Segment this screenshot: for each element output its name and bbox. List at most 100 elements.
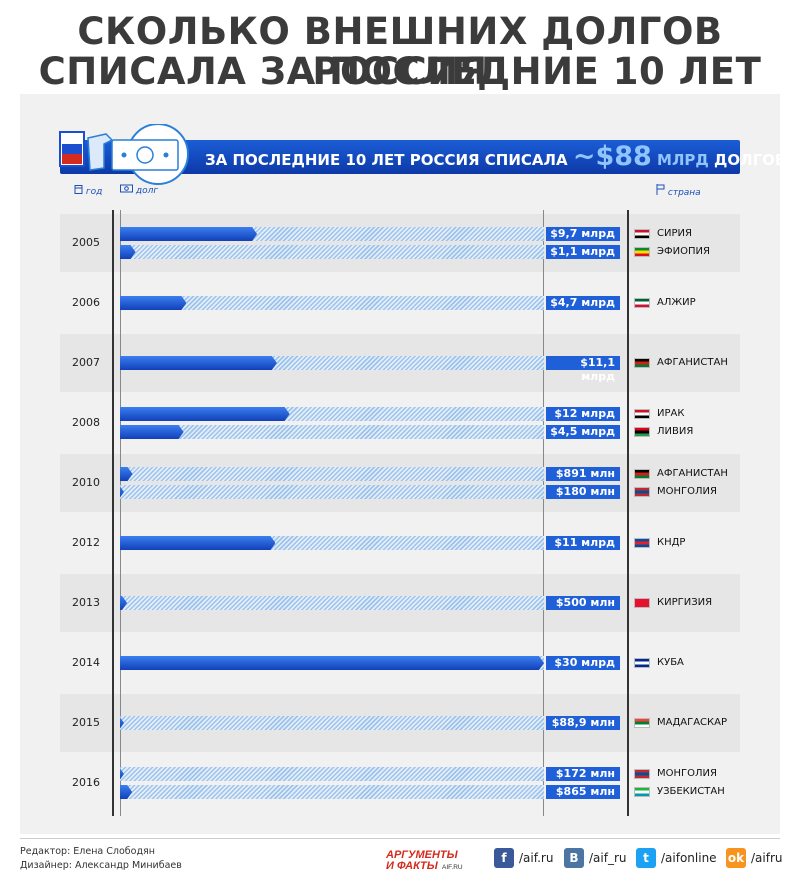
year-label: 2005	[72, 236, 100, 249]
value-label: $30 млрд	[546, 656, 620, 670]
country-label: АЛЖИР	[657, 297, 696, 308]
bar	[120, 596, 127, 610]
social-link-text: /aifonline	[661, 851, 717, 865]
social-link[interactable]: ok/aifru	[726, 848, 783, 868]
value-label: $865 млн	[546, 785, 620, 799]
year-label: 2007	[72, 356, 100, 369]
bar-track	[120, 245, 544, 259]
bar-track	[120, 767, 544, 781]
country-flag-icon	[634, 469, 650, 479]
editor-credit: Редактор: Елена Слободян	[20, 846, 155, 857]
social-link[interactable]: f/aif.ru	[494, 848, 553, 868]
country-flag-icon	[634, 298, 650, 308]
legend-year-label: год	[85, 187, 103, 197]
vk-icon: В	[564, 848, 584, 868]
country-label: ЭФИОПИЯ	[657, 246, 710, 257]
banknote-icon	[120, 184, 133, 193]
value-label: $1,1 млрд	[546, 245, 620, 259]
bar	[120, 407, 290, 421]
flag-money-icon	[59, 124, 189, 185]
bar-track	[120, 296, 544, 310]
twitter-icon: t	[636, 848, 656, 868]
value-label: $88,9 млн	[546, 716, 620, 730]
country-label: АФГАНИСТАН	[657, 468, 728, 479]
banner-text: ЗА ПОСЛЕДНИЕ 10 ЛЕТ РОССИЯ СПИСАЛА ~$88 …	[205, 140, 786, 174]
country-label: КНДР	[657, 537, 686, 548]
country-label: АФГАНИСТАН	[657, 357, 728, 368]
page-title-line2: СПИСАЛА ЗА ПОСЛЕДНИЕ 10 ЛЕТ	[38, 50, 762, 93]
axis-line-2	[543, 210, 544, 816]
legend-debt: долг	[120, 184, 158, 196]
year-label: 2008	[72, 416, 100, 429]
year-label: 2013	[72, 596, 100, 609]
page-title-line1: СКОЛЬКО ВНЕШНИХ ДОЛГОВ РОССИЯ	[77, 10, 723, 93]
value-label: $891 млн	[546, 467, 620, 481]
year-label: 2012	[72, 536, 100, 549]
aif-logo-line1: АРГУМЕНТЫ	[385, 849, 459, 861]
footer-divider	[20, 838, 780, 839]
country-flag-icon	[634, 487, 650, 497]
country-flag-icon	[634, 718, 650, 728]
country-label: СИРИЯ	[657, 228, 692, 239]
legend-debt-label: долг	[135, 186, 159, 196]
country-flag-icon	[634, 409, 650, 419]
banner-amount: ~$88	[572, 141, 652, 172]
bar	[120, 227, 257, 241]
calendar-icon	[74, 185, 83, 194]
country-label: ИРАК	[657, 408, 685, 419]
bar	[120, 245, 136, 259]
country-flag-icon	[634, 769, 650, 779]
year-label: 2006	[72, 296, 100, 309]
social-link-text: /aif_ru	[589, 851, 627, 865]
country-label: МОНГОЛИЯ	[657, 768, 717, 779]
bar	[120, 425, 184, 439]
year-label: 2016	[72, 776, 100, 789]
bar	[120, 767, 124, 781]
aif-logo[interactable]: АРГУМЕНТЫ И ФАКТЫ AIF.RU	[384, 848, 480, 874]
bar	[120, 656, 544, 670]
value-label: $180 млн	[546, 485, 620, 499]
country-flag-icon	[634, 229, 650, 239]
bar-track	[120, 716, 544, 730]
country-label: УЗБЕКИСТАН	[657, 786, 725, 797]
bar	[120, 296, 186, 310]
social-link[interactable]: В/aif_ru	[564, 848, 627, 868]
legend-country: страна	[656, 184, 701, 198]
bar	[120, 485, 124, 499]
country-flag-icon	[634, 427, 650, 437]
banner-suffix: ДОЛГОВ	[714, 151, 787, 169]
country-flag-icon	[634, 658, 650, 668]
value-label: $9,7 млрд	[546, 227, 620, 241]
value-label: $4,5 млрд	[546, 425, 620, 439]
value-label: $11 млрд	[546, 536, 620, 550]
country-label: МОНГОЛИЯ	[657, 486, 717, 497]
country-label: ЛИВИЯ	[657, 426, 694, 437]
value-label: $172 млн	[546, 767, 620, 781]
country-flag-icon	[634, 247, 650, 257]
bar	[120, 716, 124, 730]
value-label: $12 млрд	[546, 407, 620, 421]
bar	[120, 536, 275, 550]
legend-year: год	[74, 184, 102, 197]
social-link-text: /aifru	[751, 851, 783, 865]
odnoklassniki-icon: ok	[726, 848, 746, 868]
country-flag-icon	[634, 598, 650, 608]
row-band	[60, 454, 740, 512]
bar-track	[120, 467, 544, 481]
designer-credit: Дизайнер: Александр Минибаев	[20, 860, 182, 871]
aif-logo-line2: И ФАКТЫ	[386, 860, 439, 872]
social-link[interactable]: t/aifonline	[636, 848, 717, 868]
facebook-icon: f	[494, 848, 514, 868]
row-band	[60, 214, 740, 272]
country-label: МАДАГАСКАР	[657, 717, 728, 728]
axis-line-1	[120, 210, 121, 816]
country-label: КИРГИЗИЯ	[657, 597, 713, 608]
value-label: $11,1 млрд	[546, 356, 620, 383]
aif-logo-site: AIF.RU	[442, 864, 463, 871]
country-flag-icon	[634, 538, 650, 548]
country-flag-icon	[634, 358, 650, 368]
legend-country-label: страна	[667, 188, 701, 198]
value-label: $4,7 млрд	[546, 296, 620, 310]
axis-line-3	[627, 210, 629, 816]
banner-lead: ЗА ПОСЛЕДНИЕ 10 ЛЕТ РОССИЯ СПИСАЛА	[205, 151, 568, 169]
